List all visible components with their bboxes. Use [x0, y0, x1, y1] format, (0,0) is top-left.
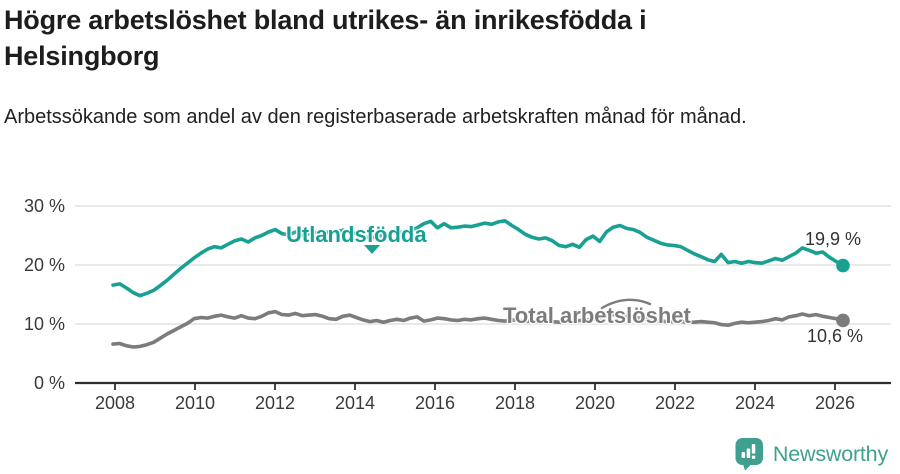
x-tick-label: 2016 [414, 393, 456, 413]
annotation-arc-icon [600, 298, 652, 310]
y-tick-label: 10 % [23, 314, 65, 334]
end-dot-1 [836, 313, 850, 328]
x-tick-label: 2014 [334, 393, 376, 413]
line-chart: 30 % 20 % 10 % 0 % 2008 2010 2012 2014 2016 2018… [0, 190, 900, 430]
end-value-utlandsfodda: 19,9 % [805, 229, 862, 249]
x-tick-label: 2022 [654, 393, 696, 413]
x-tick-label: 2026 [814, 393, 856, 413]
end-dot-0 [836, 258, 850, 273]
series-label-utlandsfodda: Utlandsfödda [286, 222, 427, 247]
end-value-total-arbetsloshet: 10,6 % [807, 326, 864, 346]
brand-name: Newsworthy [772, 441, 888, 466]
x-tick-label: 2010 [174, 393, 216, 413]
chart-subtitle: Arbetssökande som andel av den registerb… [4, 106, 747, 128]
series-label-total-arbetsloshet: Total arbetslöshet [503, 303, 691, 328]
newsworthy-logo-icon [735, 438, 763, 471]
x-tick-label: 2012 [254, 393, 296, 413]
chart-title: Högre arbetslöshet bland utrikes- än inr… [4, 5, 647, 71]
y-tick-label: 30 % [23, 196, 65, 216]
annotation-caret-down-icon [364, 245, 380, 254]
x-tick-label: 2020 [574, 393, 616, 413]
brand-footer: Newsworthy [734, 437, 888, 471]
series-line-1 [111, 309, 845, 349]
y-tick-label: 20 % [23, 255, 65, 275]
y-tick-label: 0 % [33, 373, 65, 393]
plot-svg [75, 205, 891, 390]
x-tick-label: 2008 [94, 393, 136, 413]
x-tick-label: 2018 [494, 393, 536, 413]
x-tick-label: 2024 [734, 393, 776, 413]
series-line-0 [111, 219, 845, 298]
